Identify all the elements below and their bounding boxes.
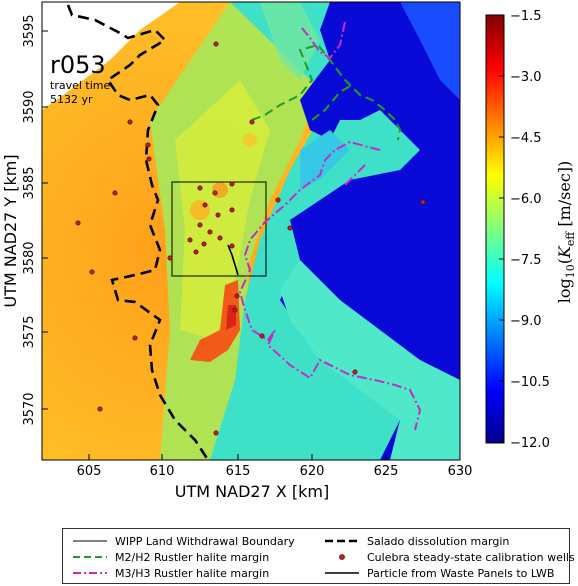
y-tick-label: 3585 [22,166,37,199]
black-dashed-swatch-icon [325,539,359,543]
legend-label: Culebra steady-state calibration wells [367,550,575,564]
y-tick-label: 3570 [22,392,37,425]
particle-track [227,244,239,276]
x-tick-label: 630 [448,464,473,479]
calibration-wells [75,41,426,436]
colorbar-tick-label: −9.0 [510,314,542,329]
legend-item: Culebra steady-state calibration wells [325,549,575,565]
run-id-label: r053 [50,51,106,79]
purple-dashdot-swatch-icon [73,572,107,574]
black-line-swatch-icon [325,572,359,574]
travel-time-value: 5132 yr [50,93,93,106]
legend-item: Salado dissolution margin [325,533,509,549]
legend-item: WIPP Land Withdrawal Boundary [73,533,295,549]
x-tick-label: 625 [374,464,399,479]
axis-ticks [42,30,461,460]
green-dashed-swatch-icon [73,556,107,558]
colorbar-tick-label: −7.5 [510,253,542,268]
legend-item: M3/H3 Rustler halite margin [73,565,269,581]
y-tick-label: 3590 [22,90,37,123]
thin-line-swatch-icon [73,540,107,542]
legend-label: Particle from Waste Panels to LWB [367,566,555,580]
legend: WIPP Land Withdrawal Boundary Salado dis… [62,528,575,584]
m2h2-margin-line [251,43,402,141]
legend-label: Salado dissolution margin [367,534,510,548]
colorbar-tick-label: −12.0 [510,436,550,451]
no-data-corner [42,2,180,110]
y-tick-label: 3580 [22,241,37,274]
colorbar [485,14,505,444]
legend-item: M2/H2 Rustler halite margin [73,549,269,565]
wipp-boundary [171,181,267,277]
high-k-streak [190,280,240,362]
colorbar-tick-label: −10.5 [510,375,550,390]
colorbar-title: log10(Keff [m/sec]) [555,161,577,304]
colorbar-tick-label: −3.0 [510,70,542,85]
x-tick-label: 605 [77,464,102,479]
m3h3-margin-line-north [301,21,346,60]
colorbar-tick-label: −4.5 [510,131,542,146]
travel-time-label: travel time [50,79,110,92]
legend-label: WIPP Land Withdrawal Boundary [115,534,295,548]
x-axis-title: UTM NAD27 X [km] [175,482,329,501]
m3h3-margin-line-south [238,140,422,431]
k-field-map [42,2,460,460]
legend-item: Particle from Waste Panels to LWB [325,565,554,581]
x-tick-label: 620 [300,464,325,479]
plot-frame [41,1,461,461]
salado-margin-line [66,4,210,460]
colorbar-tick-label: −1.5 [510,9,542,24]
y-axis-title: UTM NAD27 Y [km] [1,154,20,307]
y-tick-label: 3575 [22,315,37,348]
colorbar-tick-label: −6.0 [510,192,542,207]
red-dot-swatch-icon [339,554,345,560]
y-tick-label: 3595 [22,14,37,47]
x-tick-label: 615 [226,464,251,479]
legend-label: M3/H3 Rustler halite margin [115,566,270,580]
x-tick-label: 610 [150,464,175,479]
legend-label: M2/H2 Rustler halite margin [115,550,270,564]
